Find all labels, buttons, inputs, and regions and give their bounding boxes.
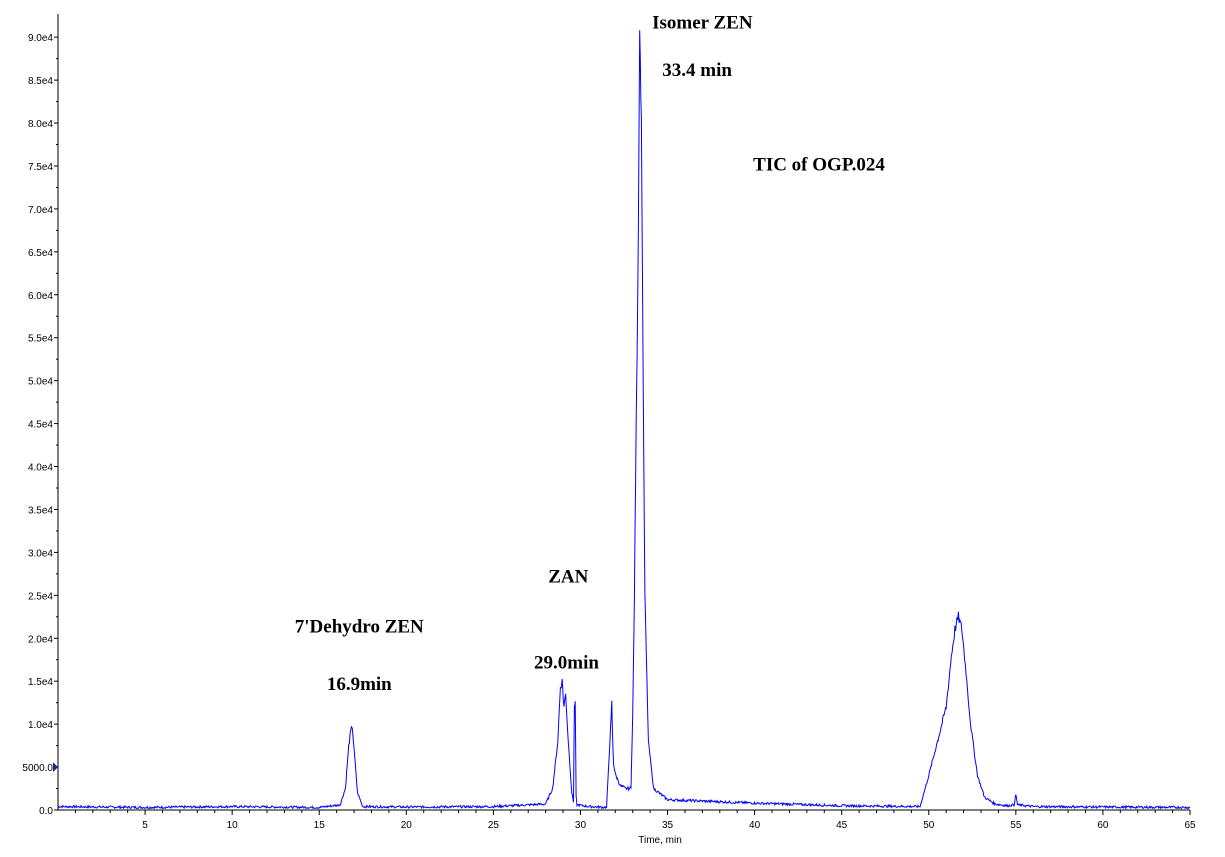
y-tick-label: 7.0e4 (28, 205, 53, 216)
y-tick-label: 5.5e4 (28, 334, 53, 345)
peak-annotation: TIC of OGP.024 (753, 154, 885, 175)
x-tick-label: 60 (1097, 820, 1109, 831)
peak-annotation: 29.0min (534, 652, 599, 673)
x-tick-label: 35 (662, 820, 674, 831)
y-tick-label: 1.5e4 (28, 677, 53, 688)
x-tick-label: 40 (749, 820, 761, 831)
y-tick-label: 1.0e4 (28, 720, 53, 731)
y-tick-label: 3.5e4 (28, 505, 53, 516)
peak-annotation: 7'Dehydro ZEN (295, 616, 424, 637)
y-tick-label: 9.0e4 (28, 33, 53, 44)
x-tick-label: 20 (401, 820, 413, 831)
series-line (57, 30, 1191, 810)
x-tick-label: 5 (142, 820, 148, 831)
plot-area (57, 30, 1191, 810)
x-tick-label: 30 (575, 820, 587, 831)
y-tick-label: 4.5e4 (28, 420, 53, 431)
peak-annotation: ZAN (548, 566, 588, 587)
x-axis-title: Time, min (638, 835, 682, 846)
y-tick-label: 7.5e4 (28, 162, 53, 173)
x-tick-label: 50 (923, 820, 935, 831)
x-tick-label: 45 (836, 820, 848, 831)
x-tick-label: 25 (488, 820, 500, 831)
x-tick-label: 55 (1010, 820, 1022, 831)
x-tick-label: 65 (1184, 820, 1196, 831)
annotations: Isomer ZEN 33.4 min TIC of OGP.024 ZAN 29.0m… (295, 13, 886, 695)
y-tick-label: 2.0e4 (28, 634, 53, 645)
peak-annotation: 16.9min (327, 674, 392, 695)
y-tick-label: 5.0e4 (28, 377, 53, 388)
y-tick-label: 8.5e4 (28, 76, 53, 87)
y-tick-label: 3.0e4 (28, 548, 53, 559)
axes: 0.0 5000.0 1.0e4 1.5e4 2.0e4 2.5e4 3.0e4 3.5e4 4… (22, 14, 1196, 831)
y-tick-label: 2.5e4 (28, 591, 53, 602)
x-tick-label: 10 (227, 820, 239, 831)
peak-annotation: 33.4 min (662, 60, 732, 81)
x-tick-label: 15 (314, 820, 326, 831)
y-tick-label: 6.5e4 (28, 248, 53, 259)
y-tick-label: 5000.0 (22, 763, 53, 774)
peak-annotation: Isomer ZEN (652, 13, 753, 34)
y-tick-label: 8.0e4 (28, 119, 53, 130)
y-tick-label: 4.0e4 (28, 463, 53, 474)
y-tick-label: 0.0 (39, 806, 53, 817)
y-tick-label: 6.0e4 (28, 291, 53, 302)
y-axis-marker (53, 762, 58, 773)
